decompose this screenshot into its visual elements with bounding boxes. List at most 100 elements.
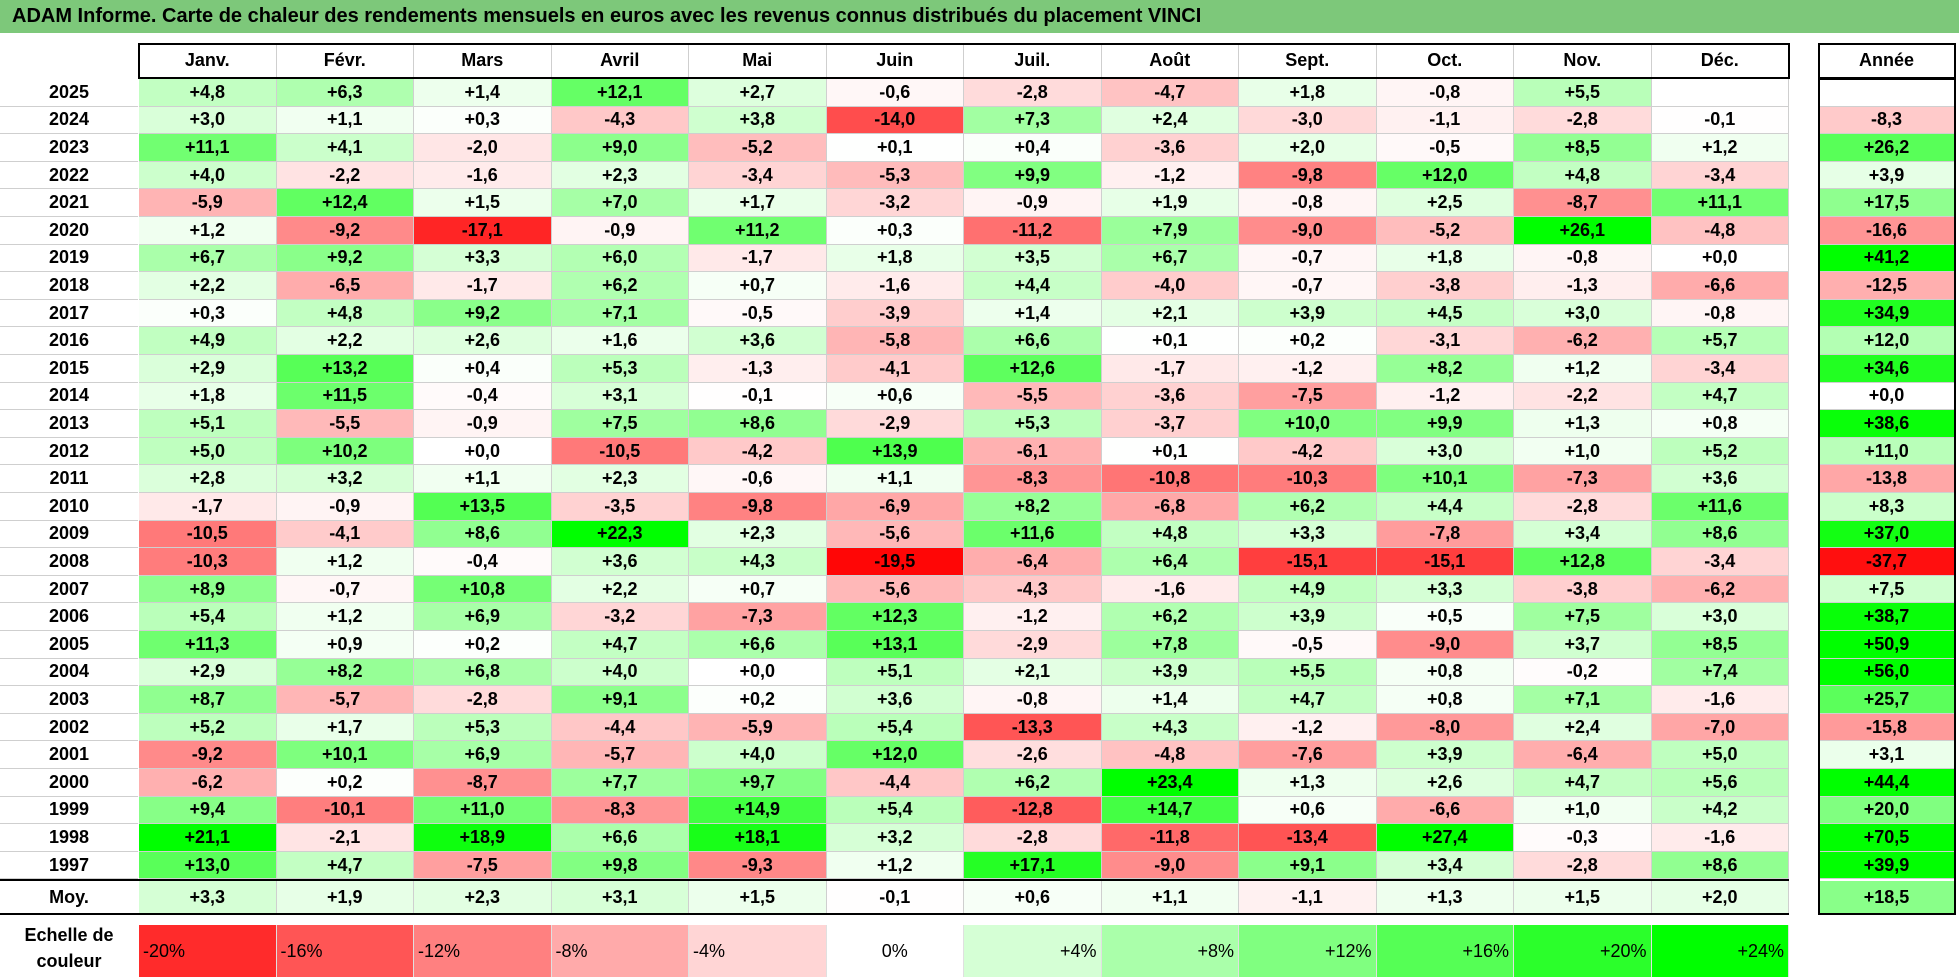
annual-cell: +3,1 <box>1819 741 1955 769</box>
heatmap-cell: -5,2 <box>689 134 827 162</box>
year-label: 2015 <box>0 355 138 383</box>
heatmap-cell: +4,7 <box>1651 382 1789 411</box>
heatmap-cell: -3,8 <box>1514 575 1652 604</box>
heatmap-cell: +4,2 <box>1651 796 1789 825</box>
heatmap-cell: +0,1 <box>1101 327 1239 355</box>
heatmap-cell: +2,2 <box>551 575 689 604</box>
heatmap-cell: +7,1 <box>1514 686 1652 714</box>
heatmap-cell: -4,2 <box>689 437 827 466</box>
year-label: 2009 <box>0 520 138 549</box>
scale-swatch: -8% <box>551 925 689 977</box>
heatmap-cell: +3,3 <box>1376 575 1514 604</box>
heatmap-cell: -1,6 <box>1651 824 1789 852</box>
month-header: Févr. <box>276 44 414 78</box>
heatmap-cell: -7,3 <box>689 603 827 631</box>
heatmap-cell: -0,4 <box>414 382 552 411</box>
heatmap-cell: +11,6 <box>964 520 1102 549</box>
annual-cell: +11,0 <box>1819 437 1955 466</box>
heatmap-cell: +0,6 <box>826 382 964 411</box>
average-cell: +1,5 <box>1514 881 1652 914</box>
heatmap-cell: -2,6 <box>964 741 1102 769</box>
heatmap-cell: +7,5 <box>551 410 689 438</box>
heatmap-cell: -5,2 <box>1376 217 1514 245</box>
heatmap-cell: -11,2 <box>964 217 1102 245</box>
year-label: 2024 <box>0 106 138 135</box>
heatmap-cell: -5,6 <box>826 575 964 604</box>
heatmap-cell: -3,2 <box>826 189 964 217</box>
heatmap-cell: -8,3 <box>551 796 689 825</box>
heatmap-cell: -3,1 <box>1376 327 1514 355</box>
heatmap-cell: +1,2 <box>276 603 414 631</box>
heatmap-cell: +8,6 <box>1651 851 1789 880</box>
heatmap-cell: +2,2 <box>139 272 277 300</box>
heatmap-cell: +5,4 <box>139 603 277 631</box>
heatmap-cell: +4,8 <box>1101 520 1239 549</box>
year-label: 2007 <box>0 575 138 604</box>
average-cell: +2,3 <box>414 881 552 914</box>
annual-cell: +25,7 <box>1819 686 1955 714</box>
heatmap-cell: +3,6 <box>826 686 964 714</box>
month-header: Nov. <box>1514 44 1652 78</box>
heatmap-cell: -0,9 <box>551 217 689 245</box>
heatmap-cell: +8,6 <box>689 410 827 438</box>
heatmap-cell: +5,1 <box>139 410 277 438</box>
heatmap-cell: -0,6 <box>826 79 964 107</box>
heatmap-cell: -2,8 <box>964 824 1102 852</box>
heatmap-cell: -0,7 <box>1239 244 1377 273</box>
heatmap-cell: -1,2 <box>964 603 1102 631</box>
annual-cell: +3,9 <box>1819 161 1955 190</box>
annual-cell: -8,3 <box>1819 106 1955 135</box>
heatmap-cell: -0,8 <box>1514 244 1652 273</box>
heatmap-cell: +1,4 <box>964 299 1102 328</box>
heatmap-cell: -4,2 <box>1239 437 1377 466</box>
heatmap-cell: +0,4 <box>414 355 552 383</box>
year-label: 2005 <box>0 631 138 659</box>
month-header: Août <box>1101 44 1239 78</box>
year-label: 2021 <box>0 189 138 217</box>
heatmap-cell: +13,2 <box>276 355 414 383</box>
heatmap-cell: +3,0 <box>139 106 277 135</box>
heatmap-cell: +0,8 <box>1376 686 1514 714</box>
heatmap-cell: +7,1 <box>551 299 689 328</box>
heatmap-cell: +6,7 <box>1101 244 1239 273</box>
year-label: 2022 <box>0 161 138 190</box>
heatmap-cell: +5,5 <box>1239 658 1377 687</box>
heatmap-cell: +18,1 <box>689 824 827 852</box>
heatmap-cell: -2,8 <box>414 686 552 714</box>
year-label: 2008 <box>0 548 138 576</box>
heatmap-cell: -1,6 <box>826 272 964 300</box>
heatmap-cell: -4,0 <box>1101 272 1239 300</box>
annual-cell: -15,8 <box>1819 713 1955 742</box>
heatmap-cell: +0,3 <box>139 299 277 328</box>
heatmap-cell: -1,3 <box>689 355 827 383</box>
heatmap-cell: +2,5 <box>1376 189 1514 217</box>
heatmap-cell: -6,5 <box>276 272 414 300</box>
heatmap-cell: -3,4 <box>1651 355 1789 383</box>
heatmap-cell: -1,3 <box>1514 272 1652 300</box>
heatmap-cell: +6,2 <box>551 272 689 300</box>
heatmap-cell: +3,5 <box>964 244 1102 273</box>
heatmap-cell: +1,0 <box>1514 796 1652 825</box>
heatmap-cell: -8,7 <box>414 769 552 797</box>
heatmap-cell: -5,6 <box>826 520 964 549</box>
heatmap-cell: -15,1 <box>1376 548 1514 576</box>
year-label: 1999 <box>0 796 138 825</box>
month-header: Janv. <box>139 44 277 78</box>
average-cell: +3,1 <box>551 881 689 914</box>
heatmap-cell: -6,8 <box>1101 493 1239 521</box>
heatmap-cell: -10,8 <box>1101 465 1239 493</box>
heatmap-cell: -6,4 <box>1514 741 1652 769</box>
heatmap-cell: -0,2 <box>1514 658 1652 687</box>
heatmap-cell: +1,3 <box>1514 410 1652 438</box>
heatmap-cell: -3,7 <box>1101 410 1239 438</box>
year-label: 2014 <box>0 382 138 411</box>
heatmap-cell: +2,0 <box>1239 134 1377 162</box>
heatmap-cell: -2,2 <box>1514 382 1652 411</box>
heatmap-cell: -9,8 <box>689 493 827 521</box>
heatmap-cell: +12,0 <box>826 741 964 769</box>
heatmap-cell: +4,3 <box>1101 713 1239 742</box>
year-label: 2016 <box>0 327 138 355</box>
year-label: 2018 <box>0 272 138 300</box>
heatmap-cell: -0,8 <box>964 686 1102 714</box>
heatmap-cell: +7,8 <box>1101 631 1239 659</box>
